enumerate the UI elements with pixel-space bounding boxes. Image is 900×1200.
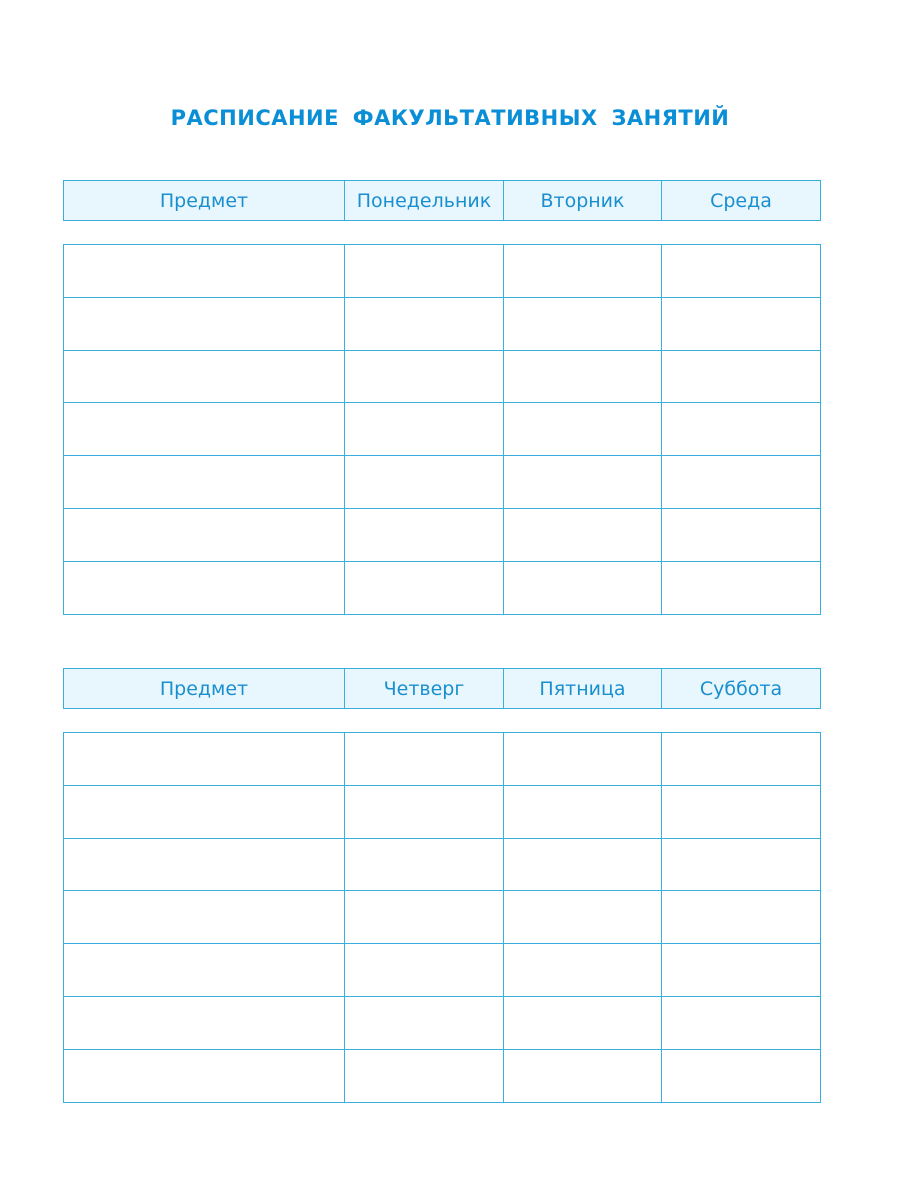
table-cell	[344, 349, 504, 404]
table-cell	[503, 1048, 662, 1103]
table-cell	[503, 507, 662, 562]
header-subject: Предмет	[63, 180, 345, 221]
table-cell	[344, 560, 504, 615]
table-cell	[63, 296, 345, 351]
table-cell	[661, 402, 821, 457]
table-cell	[661, 943, 821, 997]
table-row	[63, 402, 821, 457]
table-cell	[503, 455, 662, 509]
table-cell	[344, 1048, 504, 1103]
schedule-grid-2	[63, 732, 821, 1103]
table-row	[63, 296, 821, 351]
table-cell	[503, 560, 662, 615]
table-row	[63, 890, 821, 945]
table-row	[63, 837, 821, 892]
table-cell	[63, 244, 345, 298]
table-cell	[661, 244, 821, 298]
table-cell	[503, 784, 662, 839]
table-cell	[63, 455, 345, 509]
table-cell	[503, 837, 662, 892]
table-cell	[63, 890, 345, 945]
table-row	[63, 349, 821, 404]
schedule-grid-1	[63, 244, 821, 615]
table-cell	[661, 560, 821, 615]
table-cell	[63, 995, 345, 1050]
table-row	[63, 943, 821, 997]
table-cell	[661, 784, 821, 839]
table-row	[63, 507, 821, 562]
table-cell	[661, 995, 821, 1050]
table-cell	[661, 890, 821, 945]
header-thursday: Четверг	[344, 668, 504, 709]
table-cell	[63, 837, 345, 892]
table-cell	[503, 995, 662, 1050]
table-cell	[503, 943, 662, 997]
table-cell	[503, 402, 662, 457]
table-cell	[344, 455, 504, 509]
table-cell	[63, 943, 345, 997]
header-table-2: Предмет Четверг Пятница Суббота	[63, 668, 821, 709]
table-row	[63, 784, 821, 839]
table-row	[63, 732, 821, 786]
header-table-1: Предмет Понедельник Вторник Среда	[63, 180, 821, 221]
table-cell	[503, 732, 662, 786]
table-cell	[661, 837, 821, 892]
table-cell	[344, 507, 504, 562]
table-cell	[661, 507, 821, 562]
table-cell	[661, 732, 821, 786]
header-saturday: Суббота	[661, 668, 821, 709]
table-row	[63, 1048, 821, 1103]
table-cell	[344, 784, 504, 839]
table-cell	[63, 402, 345, 457]
table-cell	[344, 837, 504, 892]
table-cell	[63, 560, 345, 615]
table-cell	[63, 784, 345, 839]
table-row	[63, 455, 821, 509]
table-cell	[503, 296, 662, 351]
table-cell	[661, 1048, 821, 1103]
header-subject: Предмет	[63, 668, 345, 709]
header-tuesday: Вторник	[503, 180, 662, 221]
table-cell	[503, 349, 662, 404]
table-cell	[63, 507, 345, 562]
table-row	[63, 560, 821, 615]
table-cell	[344, 995, 504, 1050]
table-cell	[661, 296, 821, 351]
table-cell	[661, 349, 821, 404]
table-cell	[503, 244, 662, 298]
table-cell	[503, 890, 662, 945]
table-cell	[344, 402, 504, 457]
header-wednesday: Среда	[661, 180, 821, 221]
table-row	[63, 244, 821, 298]
table-cell	[344, 732, 504, 786]
header-monday: Понедельник	[344, 180, 504, 221]
table-cell	[63, 732, 345, 786]
table-cell	[661, 455, 821, 509]
table-cell	[344, 244, 504, 298]
table-cell	[63, 1048, 345, 1103]
table-row	[63, 995, 821, 1050]
table-cell	[344, 890, 504, 945]
table-cell	[344, 296, 504, 351]
page-title: РАСПИСАНИЕ ФАКУЛЬТАТИВНЫХ ЗАНЯТИЙ	[170, 106, 730, 130]
table-cell	[63, 349, 345, 404]
table-cell	[344, 943, 504, 997]
header-friday: Пятница	[503, 668, 662, 709]
